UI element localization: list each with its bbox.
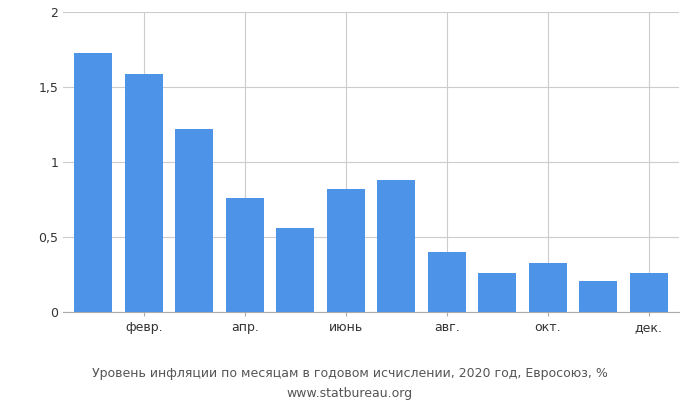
Bar (327, 189, 365, 312)
Text: www.statbureau.org: www.statbureau.org (287, 388, 413, 400)
Bar (428, 252, 466, 312)
Bar (226, 198, 264, 312)
Bar (125, 74, 162, 312)
Bar (528, 262, 567, 312)
Bar (175, 129, 214, 312)
Bar (478, 273, 516, 312)
Bar (74, 52, 112, 312)
Bar (377, 180, 415, 312)
Text: Уровень инфляции по месяцам в годовом исчислении, 2020 год, Евросоюз, %: Уровень инфляции по месяцам в годовом ис… (92, 368, 608, 380)
Bar (276, 228, 314, 312)
Bar (630, 273, 668, 312)
Bar (580, 280, 617, 312)
